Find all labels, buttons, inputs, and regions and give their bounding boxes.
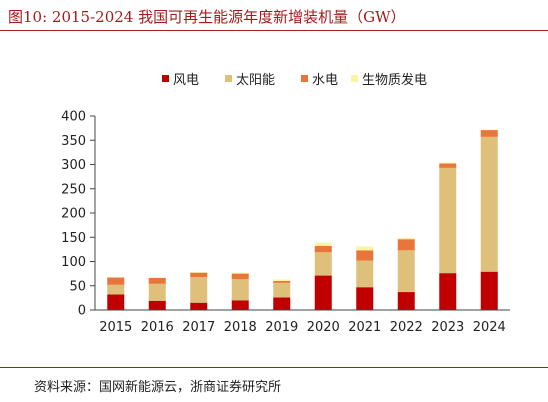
- bar-segment-series-2: [480, 130, 498, 137]
- bar-segment-series-0: [273, 297, 291, 310]
- x-tick-label: 2016: [141, 320, 174, 335]
- x-tick-label: 2021: [348, 320, 381, 335]
- bar-segment-series-1: [439, 167, 457, 274]
- bar-segment-series-2: [273, 280, 291, 283]
- bar-segment-series-0: [231, 300, 249, 310]
- x-tick-label: 2020: [307, 320, 340, 335]
- bar-segment-series-2: [148, 277, 166, 284]
- y-tick-label: 350: [61, 134, 86, 149]
- bar-segment-series-0: [439, 273, 457, 310]
- bar-segment-series-2: [397, 239, 415, 251]
- bar-segment-series-0: [314, 275, 332, 310]
- bar-segment-series-2: [356, 250, 374, 261]
- bar-segment-series-1: [314, 252, 332, 276]
- y-tick-label: 400: [61, 110, 86, 125]
- bar-segment-series-1: [148, 283, 166, 301]
- bar-segment-series-1: [397, 250, 415, 293]
- bar-segment-series-3: [231, 272, 249, 274]
- bar-segment-series-1: [190, 277, 208, 303]
- legend-label: 风电: [173, 73, 199, 88]
- bar-segment-series-2: [107, 277, 125, 285]
- legend: 风电 太阳能 水电 生物质发电: [162, 72, 427, 88]
- title-rule: [0, 30, 548, 31]
- x-tick-label: 2018: [224, 320, 257, 335]
- x-tick-label: 2022: [390, 320, 423, 335]
- x-axis: 2015 2016 2017 2018 2019 2020 2021 2022 2023 2024: [95, 309, 510, 335]
- bar-segment-series-3: [356, 246, 374, 251]
- bar-segment-series-3: [397, 237, 415, 240]
- chart-title: 图10: 2015-2024 我国可再生能源年度新增装机量（GW）: [8, 8, 406, 26]
- bar-segment-series-1: [480, 136, 498, 272]
- legend-swatch: [351, 75, 358, 82]
- legend-label: 水电: [312, 73, 338, 88]
- legend-swatch: [301, 75, 308, 82]
- legend-label: 太阳能: [236, 73, 275, 88]
- y-tick-label: 250: [61, 182, 86, 197]
- bar-segment-series-1: [231, 278, 249, 301]
- y-tick-label: 200: [61, 207, 86, 222]
- bar-segment-series-0: [190, 302, 208, 310]
- x-tick-label: 2023: [431, 320, 464, 335]
- y-tick-label: 150: [61, 231, 86, 246]
- bar-segment-series-1: [356, 260, 374, 288]
- bar-segment-series-1: [107, 284, 125, 295]
- bar-segment-series-0: [107, 294, 125, 310]
- bar-segment-series-0: [356, 287, 374, 310]
- bar-segment-series-2: [231, 273, 249, 279]
- y-tick-label: 0: [78, 304, 86, 319]
- y-tick-label: 50: [69, 279, 86, 294]
- x-tick-label: 2017: [182, 320, 215, 335]
- legend-swatch: [225, 75, 232, 82]
- bar-segment-series-3: [314, 242, 332, 246]
- x-tick-label: 2019: [265, 320, 298, 335]
- bar-segment-series-0: [480, 271, 498, 310]
- bar-segment-series-1: [273, 282, 291, 298]
- bar-segment-series-2: [190, 272, 208, 278]
- bar-segment-series-3: [273, 279, 291, 281]
- x-tick-label: 2024: [473, 320, 506, 335]
- y-tick-label: 300: [61, 158, 86, 173]
- footer-rule: [0, 367, 548, 368]
- x-tick-label: 2015: [99, 320, 132, 335]
- legend-swatch: [162, 75, 169, 82]
- legend-label: 生物质发电: [362, 72, 427, 88]
- y-axis: 0 50 100 150 200 250 300 350 400: [61, 110, 96, 319]
- bar-segment-series-3: [439, 162, 457, 164]
- bar-segment-series-2: [314, 245, 332, 253]
- bars: [107, 129, 498, 310]
- bar-segment-series-2: [439, 163, 457, 168]
- bar-segment-series-0: [397, 292, 415, 310]
- source-note: 资料来源：国网新能源云，浙商证券研究所: [34, 380, 282, 395]
- bar-segment-series-0: [148, 300, 166, 310]
- y-tick-label: 100: [61, 255, 86, 270]
